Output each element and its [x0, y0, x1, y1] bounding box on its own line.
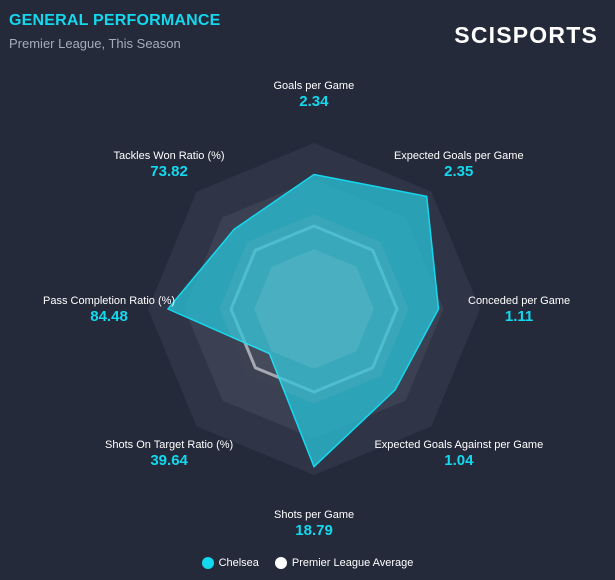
- axis-name: Expected Goals per Game: [393, 149, 524, 162]
- axis-label: Goals per Game 2.34: [274, 79, 355, 110]
- radar-series-team: [167, 173, 440, 468]
- axis-name: Shots On Target Ratio (%): [105, 439, 234, 452]
- legend-item-average[interactable]: Premier League Average: [274, 557, 414, 569]
- axis-label: Shots On Target Ratio (%) 39.64: [105, 438, 233, 469]
- brand-logo: SCISPORTS: [454, 22, 598, 48]
- axis-label: Shots per Game 18.79: [274, 508, 354, 539]
- axis-label: Conceded per Game 1.11: [468, 294, 570, 325]
- axis-label: Expected Goals per Game 2.35: [394, 149, 524, 180]
- axis-value: 84.48: [90, 307, 128, 325]
- legend-swatch-average: [274, 557, 287, 569]
- axis-name: Pass Completion Ratio (%): [43, 294, 176, 307]
- legend-swatch-team: [201, 557, 214, 569]
- axis-value: 1.04: [444, 452, 474, 470]
- axis-name: Expected Goals Against per Game: [374, 439, 544, 452]
- axis-label: Pass Completion Ratio (%) 84.48: [43, 294, 175, 325]
- axis-value: 18.79: [295, 522, 333, 539]
- legend-label-average: Premier League Average: [291, 557, 414, 569]
- axis-label: Tackles Won Ratio (%) 73.82: [114, 149, 225, 180]
- radar-grid-highlight: [254, 249, 374, 369]
- axis-value: 73.82: [150, 162, 188, 180]
- axis-value: 39.64: [150, 452, 188, 470]
- chart-subtitle: Premier League, This Season: [9, 36, 181, 51]
- legend-item-team[interactable]: Chelsea: [201, 557, 259, 569]
- axis-name: Tackles Won Ratio (%): [113, 149, 225, 162]
- axis-value: 2.35: [444, 162, 474, 180]
- axis-name: Shots per Game: [274, 509, 355, 521]
- axis-value: 1.11: [504, 307, 534, 325]
- legend: Chelsea Premier League Average: [0, 557, 615, 569]
- radar-grid-highlight: [219, 214, 409, 404]
- axis-name: Goals per Game: [273, 80, 355, 92]
- axis-label: Expected Goals Against per Game 1.04: [374, 438, 543, 469]
- axis-name: Conceded per Game: [468, 294, 571, 307]
- axis-value: 2.34: [299, 93, 329, 110]
- legend-label-team: Chelsea: [218, 557, 259, 569]
- chart-title: GENERAL PERFORMANCE: [9, 12, 221, 29]
